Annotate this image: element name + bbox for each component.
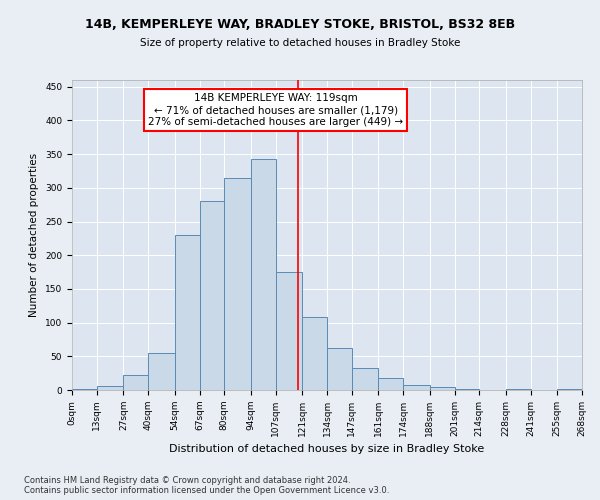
Bar: [327, 348, 352, 390]
Text: 14B, KEMPERLEYE WAY, BRADLEY STOKE, BRISTOL, BS32 8EB: 14B, KEMPERLEYE WAY, BRADLEY STOKE, BRIS…: [85, 18, 515, 30]
Bar: [251, 159, 275, 390]
Bar: [275, 272, 302, 390]
Bar: [175, 235, 199, 390]
Bar: [506, 388, 530, 390]
Bar: [97, 386, 124, 390]
Text: Size of property relative to detached houses in Bradley Stoke: Size of property relative to detached ho…: [140, 38, 460, 48]
Bar: [352, 368, 379, 390]
X-axis label: Distribution of detached houses by size in Bradley Stoke: Distribution of detached houses by size …: [169, 444, 485, 454]
Bar: [148, 353, 175, 390]
Text: 14B KEMPERLEYE WAY: 119sqm
← 71% of detached houses are smaller (1,179)
27% of s: 14B KEMPERLEYE WAY: 119sqm ← 71% of deta…: [148, 94, 403, 126]
Bar: [224, 178, 251, 390]
Bar: [72, 388, 97, 390]
Bar: [124, 375, 148, 390]
Bar: [379, 378, 403, 390]
Bar: [403, 386, 430, 390]
Y-axis label: Number of detached properties: Number of detached properties: [29, 153, 40, 317]
Text: Contains HM Land Registry data © Crown copyright and database right 2024.
Contai: Contains HM Land Registry data © Crown c…: [24, 476, 389, 495]
Bar: [455, 388, 479, 390]
Bar: [302, 317, 327, 390]
Bar: [430, 388, 455, 390]
Bar: [199, 202, 224, 390]
